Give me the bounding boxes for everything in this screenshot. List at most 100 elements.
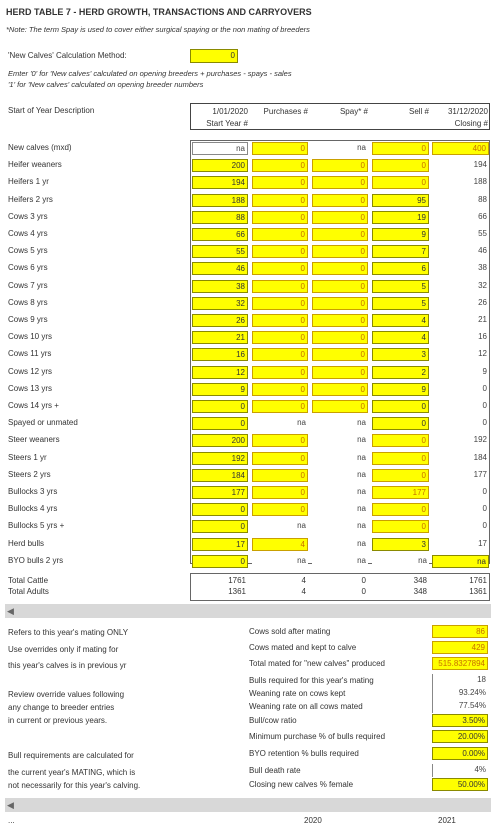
cell-sell[interactable]: 5 <box>372 279 429 293</box>
horizontal-scrollbar-bottom[interactable]: ◀ <box>5 798 491 812</box>
cell-purchases[interactable]: 0 <box>252 468 308 482</box>
cell-spay[interactable]: 0 <box>312 279 368 293</box>
cell-start[interactable]: 21 <box>192 331 248 345</box>
horizontal-scrollbar[interactable]: ◀ <box>5 604 491 618</box>
cell-purchases[interactable]: 0 <box>252 348 308 362</box>
cell-spay[interactable]: 0 <box>312 382 368 396</box>
mating-value[interactable]: 50.00% <box>432 778 488 791</box>
cell-start[interactable]: 32 <box>192 296 248 310</box>
scroll-left-icon[interactable]: ◀ <box>7 800 14 810</box>
cell-start[interactable]: 38 <box>192 279 248 293</box>
cell-start[interactable]: 200 <box>192 434 248 448</box>
method-input[interactable]: 0 <box>190 49 238 63</box>
cell-closing[interactable]: na <box>432 554 489 568</box>
cell-purchases[interactable]: 0 <box>252 245 308 259</box>
cell-sell[interactable]: 0 <box>372 503 429 517</box>
mating-value: 77.54% <box>432 700 488 713</box>
cell-start[interactable]: 55 <box>192 245 248 259</box>
cell-purchases[interactable]: 0 <box>252 279 308 293</box>
cell-sell[interactable]: 0 <box>372 417 429 431</box>
cell-start[interactable]: 184 <box>192 468 248 482</box>
cell-start[interactable]: 0 <box>192 520 248 534</box>
cell-spay[interactable]: 0 <box>312 348 368 362</box>
cell-purchases[interactable]: 0 <box>252 296 308 310</box>
cell-purchases[interactable]: 0 <box>252 486 308 499</box>
cell-purchases[interactable]: 0 <box>252 142 308 155</box>
cell-sell[interactable]: 3 <box>372 348 429 362</box>
cell-purchases[interactable]: 0 <box>252 314 308 327</box>
mating-value[interactable]: 429 <box>432 641 488 654</box>
mating-value[interactable]: 3.50% <box>432 714 488 727</box>
cell-purchases[interactable]: 0 <box>252 159 308 173</box>
mating-value[interactable]: 515.8327894 <box>432 657 488 670</box>
cell-purchases[interactable]: 0 <box>252 434 308 448</box>
cell-start[interactable]: 188 <box>192 193 248 207</box>
cell-sell[interactable]: 2 <box>372 365 429 379</box>
cell-start[interactable]: 17 <box>192 537 248 551</box>
cell-start[interactable]: 12 <box>192 365 248 379</box>
cell-sell[interactable]: 0 <box>372 520 429 534</box>
mating-value[interactable]: 20.00% <box>432 730 488 743</box>
cell-spay[interactable]: 0 <box>312 176 368 190</box>
cell-spay[interactable]: 0 <box>312 296 368 310</box>
cell-sell[interactable]: 4 <box>372 331 429 345</box>
cell-start[interactable]: 0 <box>192 400 248 413</box>
cell-spay[interactable]: 0 <box>312 331 368 345</box>
cell-sell[interactable]: 0 <box>372 434 429 448</box>
cell-sell[interactable]: 0 <box>372 176 429 190</box>
cell-sell[interactable]: 9 <box>372 228 429 241</box>
cell-start[interactable]: 194 <box>192 176 248 190</box>
cell-sell[interactable]: 95 <box>372 193 429 207</box>
scroll-left-icon[interactable]: ◀ <box>7 606 14 616</box>
cell-sell[interactable]: 0 <box>372 468 429 482</box>
cell-sell[interactable]: 3 <box>372 537 429 551</box>
cell-spay[interactable]: 0 <box>312 400 368 413</box>
cell-closing[interactable]: 400 <box>432 142 489 155</box>
cell-spay[interactable]: 0 <box>312 314 368 327</box>
cell-sell[interactable]: 0 <box>372 400 429 413</box>
cell-start[interactable]: 16 <box>192 348 248 362</box>
cell-purchases[interactable]: 0 <box>252 400 308 413</box>
cell-sell[interactable]: 5 <box>372 296 429 310</box>
cell-purchases[interactable]: 0 <box>252 451 308 465</box>
cell-start[interactable]: 46 <box>192 262 248 276</box>
cell-sell[interactable]: 0 <box>372 159 429 173</box>
cell-purchases[interactable]: 4 <box>252 537 308 551</box>
cell-purchases[interactable]: 0 <box>252 382 308 396</box>
cell-start[interactable]: 0 <box>192 417 248 431</box>
cell-purchases[interactable]: 0 <box>252 210 308 224</box>
cell-spay[interactable]: 0 <box>312 210 368 224</box>
cell-spay[interactable]: 0 <box>312 365 368 379</box>
cell-sell[interactable]: 7 <box>372 245 429 259</box>
cell-purchases[interactable]: 0 <box>252 176 308 190</box>
cell-start[interactable]: 192 <box>192 451 248 465</box>
cell-sell[interactable]: 177 <box>372 486 429 499</box>
cell-sell[interactable]: 19 <box>372 210 429 224</box>
cell-purchases[interactable]: 0 <box>252 262 308 276</box>
cell-purchases[interactable]: 0 <box>252 228 308 241</box>
cell-sell[interactable]: 0 <box>372 142 429 155</box>
cell-sell[interactable]: 9 <box>372 382 429 396</box>
cell-sell[interactable]: 4 <box>372 314 429 327</box>
cell-purchases[interactable]: 0 <box>252 365 308 379</box>
cell-spay[interactable]: 0 <box>312 262 368 276</box>
cell-sell[interactable]: 6 <box>372 262 429 276</box>
cell-purchases[interactable]: 0 <box>252 331 308 345</box>
cell-start[interactable]: 88 <box>192 210 248 224</box>
mating-value[interactable]: 86 <box>432 625 488 638</box>
cell-purchases[interactable]: 0 <box>252 503 308 517</box>
cell-sell[interactable]: 0 <box>372 451 429 465</box>
cell-start[interactable]: 177 <box>192 486 248 499</box>
cell-spay[interactable]: 0 <box>312 193 368 207</box>
mating-value[interactable]: 0.00% <box>432 747 488 760</box>
cell-spay[interactable]: 0 <box>312 228 368 241</box>
cell-spay[interactable]: 0 <box>312 159 368 173</box>
cell-start[interactable]: 0 <box>192 503 248 517</box>
cell-start[interactable]: 66 <box>192 228 248 241</box>
cell-start[interactable]: 9 <box>192 382 248 396</box>
cell-start[interactable]: 26 <box>192 314 248 327</box>
cell-spay[interactable]: 0 <box>312 245 368 259</box>
cell-purchases[interactable]: 0 <box>252 193 308 207</box>
cell-start[interactable]: 0 <box>192 554 248 568</box>
cell-start[interactable]: 200 <box>192 159 248 173</box>
